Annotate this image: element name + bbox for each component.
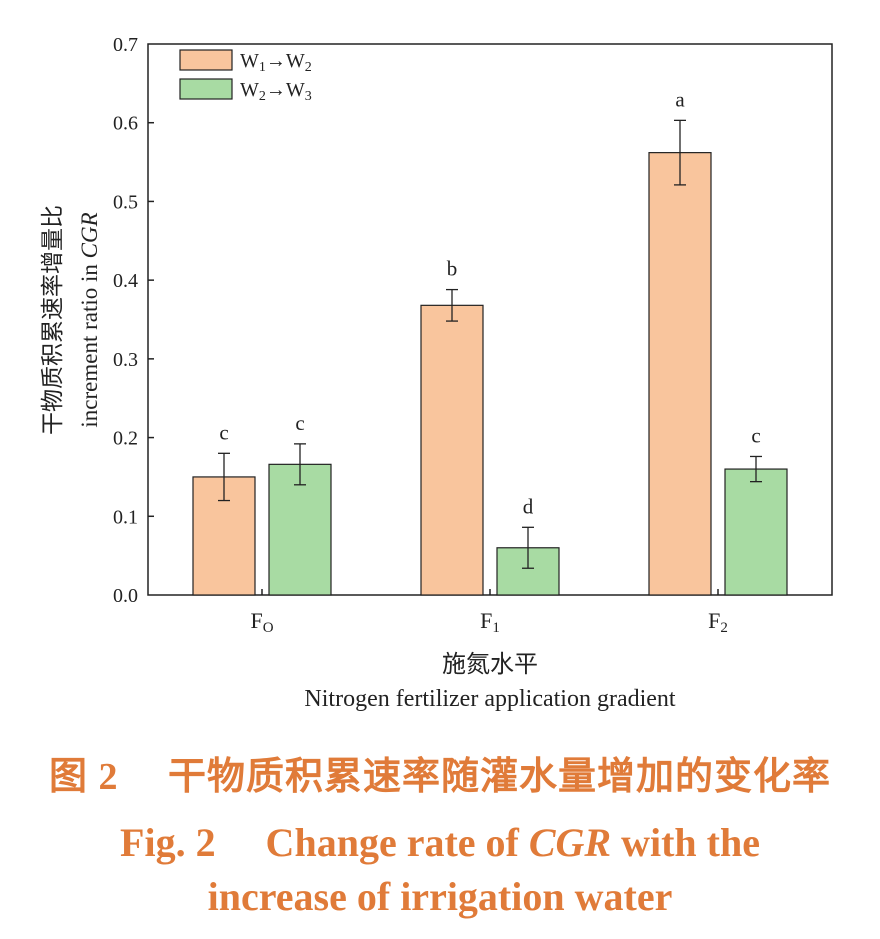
- x-tick-label: F1: [480, 608, 500, 636]
- legend-swatch: [179, 78, 233, 100]
- bar: [648, 152, 712, 596]
- y-tick-label: 0.6: [113, 113, 138, 135]
- bar-chart: 0.0 0.1 0.2 0.3 0.4 0.5 0.6 0.7 c b a c d c FO F1 F2 施氮水平…: [40, 34, 833, 712]
- y-axis-label-chinese: 干物质积累速率增量比: [40, 205, 65, 435]
- y-tick-label: 0.3: [113, 349, 138, 371]
- significance-label: b: [447, 257, 458, 281]
- y-tick-label: 0.4: [113, 270, 138, 292]
- caption-prefix: Fig. 2 Change rate of: [120, 820, 529, 865]
- y-tick-label: 0.2: [113, 428, 138, 450]
- caption-suffix: with the: [611, 820, 760, 865]
- chart-figure: 0.0 0.1 0.2 0.3 0.4 0.5 0.6 0.7 c b a c d c FO F1 F2 施氮水平…: [40, 34, 833, 712]
- bar: [420, 304, 484, 596]
- significance-label: c: [751, 423, 760, 447]
- x-tick-label: F2: [708, 608, 728, 636]
- bar: [724, 468, 788, 596]
- y-tick-label: 0.1: [113, 506, 138, 528]
- x-tick-label: FO: [250, 608, 273, 636]
- significance-label: d: [523, 494, 534, 518]
- y-tick-label: 0.7: [113, 34, 138, 56]
- caption-cgr: CGR: [528, 820, 612, 865]
- figure-caption-english-line-2: increase of irrigation water: [207, 874, 673, 919]
- significance-label: c: [295, 411, 304, 435]
- y-tick-label: 0.5: [113, 191, 138, 213]
- y-tick-label: 0.0: [113, 585, 138, 607]
- significance-label: a: [675, 87, 685, 111]
- x-axis-label-english: Nitrogen fertilizer application gradient: [304, 686, 676, 712]
- figure-caption-chinese: 图 2 干物质积累速率随灌水量增加的变化率: [48, 756, 831, 798]
- x-axis-label-chinese: 施氮水平: [442, 651, 538, 678]
- y-axis-label-english: increment ratio in CGR: [77, 212, 102, 427]
- legend-label: W2→W3: [240, 79, 312, 104]
- significance-label: c: [219, 420, 228, 444]
- legend-swatch: [179, 49, 233, 71]
- figure-caption-english-line-1: Fig. 2 Change rate of CGR with the: [0, 810, 880, 868]
- legend-label: W1→W2: [240, 50, 312, 75]
